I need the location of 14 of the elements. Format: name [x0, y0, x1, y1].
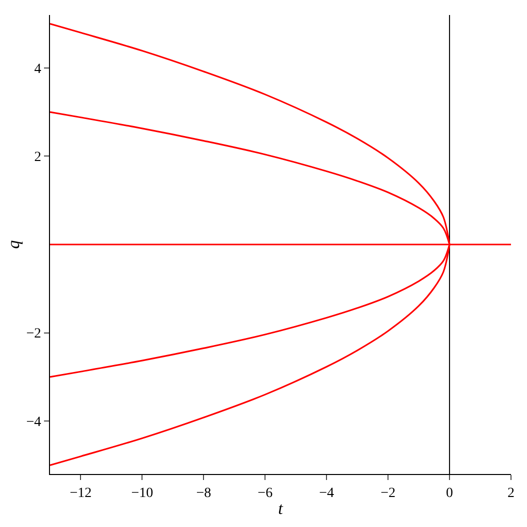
x-tick-label: 2	[508, 486, 514, 501]
x-tick-label: −2	[380, 486, 396, 501]
x-axis-title: t	[278, 499, 284, 518]
y-tick-label: 2	[34, 150, 42, 166]
y-axis-title: q	[4, 240, 23, 249]
x-tick-label: −12	[70, 486, 92, 501]
y-tick-label: 4	[34, 62, 42, 77]
x-tick-label: −6	[258, 486, 273, 501]
x-tick-label: −10	[131, 486, 154, 501]
x-tick-label: −4	[319, 486, 334, 501]
x-tick-label: −8	[196, 486, 212, 501]
x-tick-label: 0	[446, 486, 454, 501]
y-tick-label: −4	[26, 414, 42, 430]
y-tick-label: −2	[26, 326, 42, 342]
